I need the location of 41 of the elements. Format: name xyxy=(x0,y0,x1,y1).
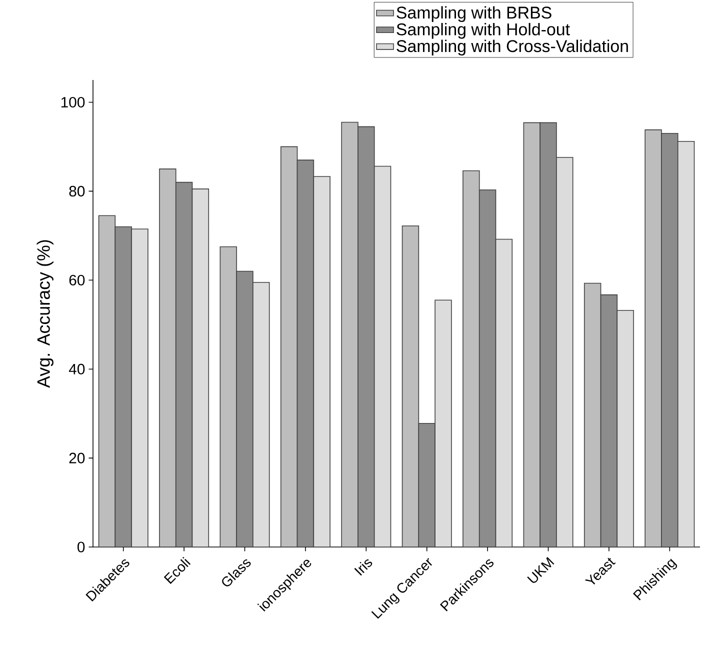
bar xyxy=(114,226,132,547)
bar xyxy=(418,422,436,547)
y-axis-title: Avg. Accuracy (%) xyxy=(36,240,54,388)
bar xyxy=(296,160,314,547)
x-tick-label: Iris xyxy=(354,559,372,576)
bar xyxy=(584,282,602,547)
bar xyxy=(280,146,298,547)
bar xyxy=(252,282,270,547)
bar xyxy=(434,300,452,547)
bar xyxy=(540,122,557,547)
bar xyxy=(313,176,330,547)
bar xyxy=(600,294,618,547)
bar xyxy=(644,129,662,547)
bar xyxy=(98,215,116,547)
bar xyxy=(677,140,695,547)
bar xyxy=(159,168,176,547)
y-tick-label: 80 xyxy=(69,186,85,196)
bar xyxy=(341,122,358,547)
legend-label: Sampling with BRBS xyxy=(396,6,552,22)
legend-label: Sampling with Cross-Validation xyxy=(396,40,628,56)
bar xyxy=(131,228,148,547)
bar xyxy=(236,270,254,547)
bar xyxy=(462,170,480,547)
bar xyxy=(556,156,574,547)
bar xyxy=(358,126,375,547)
y-tick-label: 60 xyxy=(69,274,85,286)
bar xyxy=(402,225,420,547)
bar xyxy=(175,182,193,547)
bar xyxy=(192,188,210,547)
bar xyxy=(523,122,540,547)
bar xyxy=(495,238,513,547)
y-tick-label: 40 xyxy=(68,364,85,374)
bar xyxy=(374,166,392,547)
y-tick-label: 0 xyxy=(77,542,85,552)
bar xyxy=(661,132,678,547)
y-tick-label: 20 xyxy=(69,452,85,464)
y-tick-label: 100 xyxy=(61,96,85,108)
bar xyxy=(616,310,634,547)
bar xyxy=(220,246,237,547)
bar xyxy=(478,189,496,547)
legend-label: Sampling with Hold-out xyxy=(396,22,570,39)
